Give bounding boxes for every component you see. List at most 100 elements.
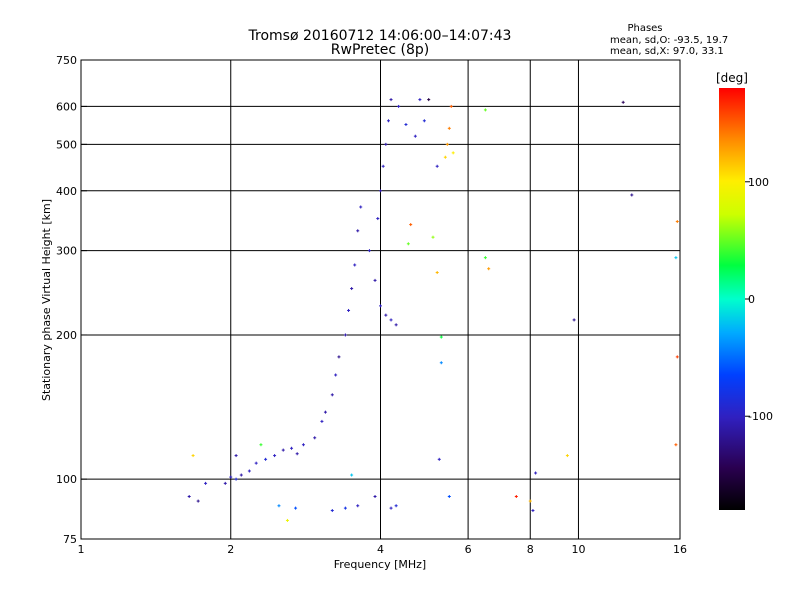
data-point bbox=[273, 454, 277, 458]
data-point bbox=[379, 304, 382, 308]
data-point bbox=[439, 335, 443, 339]
data-point bbox=[367, 249, 371, 253]
data-point bbox=[379, 189, 382, 193]
y-tick-label: 100 bbox=[56, 473, 77, 486]
data-point bbox=[277, 504, 281, 508]
data-point bbox=[565, 454, 569, 458]
data-point bbox=[435, 164, 439, 168]
y-tick-label: 300 bbox=[56, 245, 77, 258]
data-point bbox=[443, 155, 447, 159]
data-point bbox=[437, 457, 441, 461]
data-point bbox=[386, 119, 390, 123]
grid-lines bbox=[81, 59, 680, 540]
data-point bbox=[394, 504, 398, 508]
data-point bbox=[630, 193, 634, 197]
data-point bbox=[285, 518, 289, 522]
stats-line-o: mean, sd,O: -93.5, 19.7 bbox=[610, 35, 728, 46]
data-point bbox=[330, 393, 334, 397]
x-tick-labels: 1 2 4 6 8 10 16 bbox=[78, 543, 688, 556]
data-point bbox=[254, 461, 258, 465]
data-point bbox=[294, 506, 298, 510]
data-point bbox=[394, 323, 398, 327]
data-point bbox=[439, 361, 443, 365]
data-point bbox=[234, 454, 238, 458]
data-point bbox=[483, 108, 487, 112]
data-point bbox=[350, 287, 354, 291]
y-tick-label: 600 bbox=[56, 100, 77, 113]
data-point bbox=[359, 205, 363, 209]
data-point bbox=[389, 318, 393, 322]
data-point bbox=[674, 443, 678, 447]
x-tick-label: 10 bbox=[571, 543, 585, 556]
data-point bbox=[320, 419, 324, 423]
colorbar-tick-label: 0 bbox=[748, 293, 755, 306]
data-point bbox=[451, 151, 455, 155]
data-point bbox=[196, 499, 200, 503]
data-point bbox=[295, 452, 299, 456]
data-point bbox=[290, 446, 294, 450]
data-point bbox=[353, 263, 357, 267]
chart-title: Tromsø 20160712 14:06:00–14:07:43 bbox=[248, 28, 512, 44]
data-point bbox=[330, 509, 334, 513]
data-point bbox=[427, 98, 431, 102]
data-point bbox=[239, 473, 243, 477]
y-tick-labels: 75 100 200 300 400 500 600 750 bbox=[56, 54, 77, 546]
data-point bbox=[259, 443, 263, 447]
data-point bbox=[397, 104, 401, 108]
data-point bbox=[534, 471, 538, 475]
data-point bbox=[191, 454, 195, 458]
data-point bbox=[264, 457, 268, 461]
data-point bbox=[356, 504, 360, 508]
colorbar bbox=[719, 88, 745, 510]
colorbar-ticks: 100 0 -100 bbox=[745, 176, 773, 423]
data-point bbox=[447, 494, 451, 498]
data-point bbox=[531, 509, 535, 513]
data-point bbox=[418, 98, 422, 102]
stats-header: Phases bbox=[627, 23, 662, 34]
data-point bbox=[674, 256, 678, 260]
chart-subtitle: RwPretec (8p) bbox=[331, 42, 429, 58]
data-point bbox=[445, 142, 449, 146]
stats-line-x: mean, sd,X: 97.0, 33.1 bbox=[610, 46, 724, 57]
y-axis-label: Stationary phase Virtual Height [km] bbox=[40, 199, 53, 401]
data-point bbox=[389, 98, 393, 102]
data-point bbox=[204, 481, 208, 485]
data-point bbox=[528, 499, 532, 503]
data-points bbox=[187, 98, 679, 522]
data-point bbox=[281, 448, 285, 452]
data-point bbox=[435, 271, 439, 275]
colorbar-tick-label: -100 bbox=[748, 410, 773, 423]
data-point bbox=[229, 475, 233, 479]
data-point bbox=[675, 355, 679, 359]
data-point bbox=[381, 164, 385, 168]
data-point bbox=[447, 126, 451, 130]
data-point bbox=[384, 313, 388, 317]
colorbar-label: [deg] bbox=[716, 71, 748, 85]
x-tick-label: 8 bbox=[527, 543, 534, 556]
data-point bbox=[572, 318, 576, 322]
data-point bbox=[373, 278, 377, 282]
data-point bbox=[313, 436, 317, 440]
data-point bbox=[431, 235, 435, 239]
data-point bbox=[487, 267, 491, 271]
data-point bbox=[223, 481, 227, 485]
data-point bbox=[373, 494, 377, 498]
x-tick-label: 4 bbox=[377, 543, 384, 556]
data-point bbox=[376, 217, 380, 221]
data-point bbox=[350, 473, 354, 477]
data-point bbox=[343, 333, 347, 337]
data-point bbox=[409, 223, 413, 227]
data-point bbox=[621, 100, 625, 104]
data-point bbox=[234, 477, 238, 481]
data-point bbox=[337, 355, 341, 359]
data-point bbox=[389, 506, 393, 510]
data-point bbox=[514, 494, 518, 498]
y-tick-label: 400 bbox=[56, 185, 77, 198]
x-tick-label: 16 bbox=[673, 543, 687, 556]
data-point bbox=[404, 123, 408, 127]
data-point bbox=[356, 229, 360, 233]
data-point bbox=[187, 494, 191, 498]
data-point bbox=[413, 134, 417, 138]
y-tick-label: 200 bbox=[56, 329, 77, 342]
